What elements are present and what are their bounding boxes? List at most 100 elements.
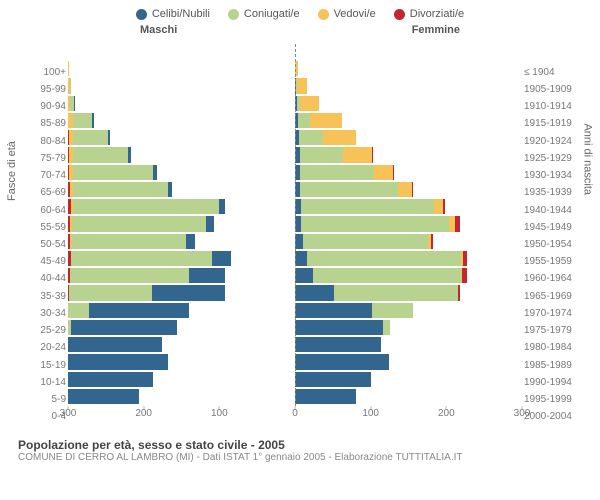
bar-maschi: [68, 182, 295, 197]
age-label: 50-54: [40, 240, 66, 250]
bar-maschi: [68, 337, 295, 352]
seg-coniugati: [298, 113, 310, 128]
bar-maschi: [68, 234, 295, 249]
bar-femmine: [295, 285, 522, 300]
bar-maschi: [68, 216, 295, 231]
birth-label: 1925-1929: [524, 154, 572, 164]
seg-celibi: [71, 320, 177, 335]
seg-divorziati: [393, 165, 394, 180]
bar-maschi: [68, 61, 295, 76]
bar-maschi: [68, 320, 295, 335]
bar-femmine: [295, 251, 522, 266]
seg-celibi: [212, 251, 232, 266]
bar-femmine: [295, 372, 522, 387]
seg-vedovi: [300, 96, 320, 111]
plot-area: [68, 44, 522, 406]
legend-label: Divorziati/e: [410, 8, 464, 20]
divorziati-icon: [394, 9, 405, 20]
bar-femmine: [295, 113, 522, 128]
birth-label: 1920-1924: [524, 137, 572, 147]
age-label: 5-9: [52, 395, 66, 405]
birth-label: 1985-1989: [524, 361, 572, 371]
age-label: 40-44: [40, 274, 66, 284]
seg-celibi: [68, 372, 153, 387]
bar-femmine: [295, 96, 522, 111]
bar-maschi: [68, 199, 295, 214]
bar-femmine: [295, 61, 522, 76]
seg-vedovi: [398, 182, 412, 197]
age-label: 25-29: [40, 326, 66, 336]
vedovi-icon: [318, 9, 329, 20]
birth-label: 2000-2004: [524, 412, 572, 422]
seg-coniugati: [73, 113, 93, 128]
seg-coniugati: [68, 303, 89, 318]
legend-item-divorziati: Divorziati/e: [394, 8, 464, 20]
age-label: 20-24: [40, 343, 66, 353]
seg-celibi: [89, 303, 189, 318]
seg-vedovi: [297, 78, 308, 93]
seg-vedovi: [434, 199, 443, 214]
birth-label: 1930-1934: [524, 171, 572, 181]
seg-divorziati: [412, 182, 414, 197]
bar-femmine: [295, 78, 522, 93]
bar-maschi: [68, 96, 295, 111]
seg-celibi: [168, 182, 173, 197]
x-tick-label: 100: [211, 408, 228, 419]
legend-label: Coniugati/e: [244, 8, 300, 20]
birth-label: 1915-1919: [524, 119, 572, 129]
seg-celibi: [206, 216, 214, 231]
x-tick-label: 200: [135, 408, 152, 419]
bar-maschi: [68, 354, 295, 369]
seg-coniugati: [72, 216, 207, 231]
seg-coniugati: [303, 234, 429, 249]
seg-celibi: [189, 268, 225, 283]
age-label: 80-84: [40, 137, 66, 147]
seg-vedovi: [343, 147, 372, 162]
age-label: 60-64: [40, 206, 66, 216]
seg-coniugati: [383, 320, 391, 335]
legend-label: Vedovi/e: [334, 8, 376, 20]
seg-coniugati: [334, 285, 458, 300]
seg-coniugati: [73, 147, 127, 162]
birth-label: 1945-1949: [524, 223, 572, 233]
seg-celibi: [295, 372, 371, 387]
bar-maschi: [68, 372, 295, 387]
birth-label: 1980-1984: [524, 343, 572, 353]
seg-celibi: [128, 147, 131, 162]
birth-label: 1950-1954: [524, 240, 572, 250]
bar-maschi: [68, 113, 295, 128]
seg-coniugati: [73, 130, 108, 145]
seg-coniugati: [70, 268, 190, 283]
seg-coniugati: [301, 216, 449, 231]
bar-maschi: [68, 268, 295, 283]
bar-maschi: [68, 78, 295, 93]
x-tick-label: 200: [438, 408, 455, 419]
x-tick-label: 0: [292, 408, 298, 419]
seg-celibi: [186, 234, 195, 249]
legend-label: Celibi/Nubili: [152, 8, 210, 20]
seg-celibi: [295, 234, 303, 249]
seg-divorziati: [443, 199, 445, 214]
coniugati-icon: [228, 9, 239, 20]
seg-coniugati: [300, 182, 398, 197]
bar-femmine: [295, 216, 522, 231]
seg-coniugati: [301, 199, 434, 214]
seg-celibi: [295, 320, 383, 335]
bar-femmine: [295, 320, 522, 335]
birth-label: 1940-1944: [524, 206, 572, 216]
bar-femmine: [295, 165, 522, 180]
seg-divorziati: [463, 251, 467, 266]
birth-label: 1965-1969: [524, 292, 572, 302]
legend-item-celibi: Celibi/Nubili: [136, 8, 210, 20]
bar-maschi: [68, 389, 295, 404]
age-label: 95-99: [40, 85, 66, 95]
bar-femmine: [295, 354, 522, 369]
chart-subtitle: COMUNE DI CERRO AL LAMBRO (MI) - Dati IS…: [18, 452, 582, 463]
seg-coniugati: [372, 303, 413, 318]
seg-divorziati: [462, 268, 467, 283]
birth-label: ≤ 1904: [524, 68, 555, 78]
birth-label: 1975-1979: [524, 326, 572, 336]
y-axis-right: Anni di nascita ≤ 19041905-19091910-1914…: [522, 44, 580, 406]
seg-celibi: [295, 303, 372, 318]
seg-coniugati: [307, 251, 461, 266]
